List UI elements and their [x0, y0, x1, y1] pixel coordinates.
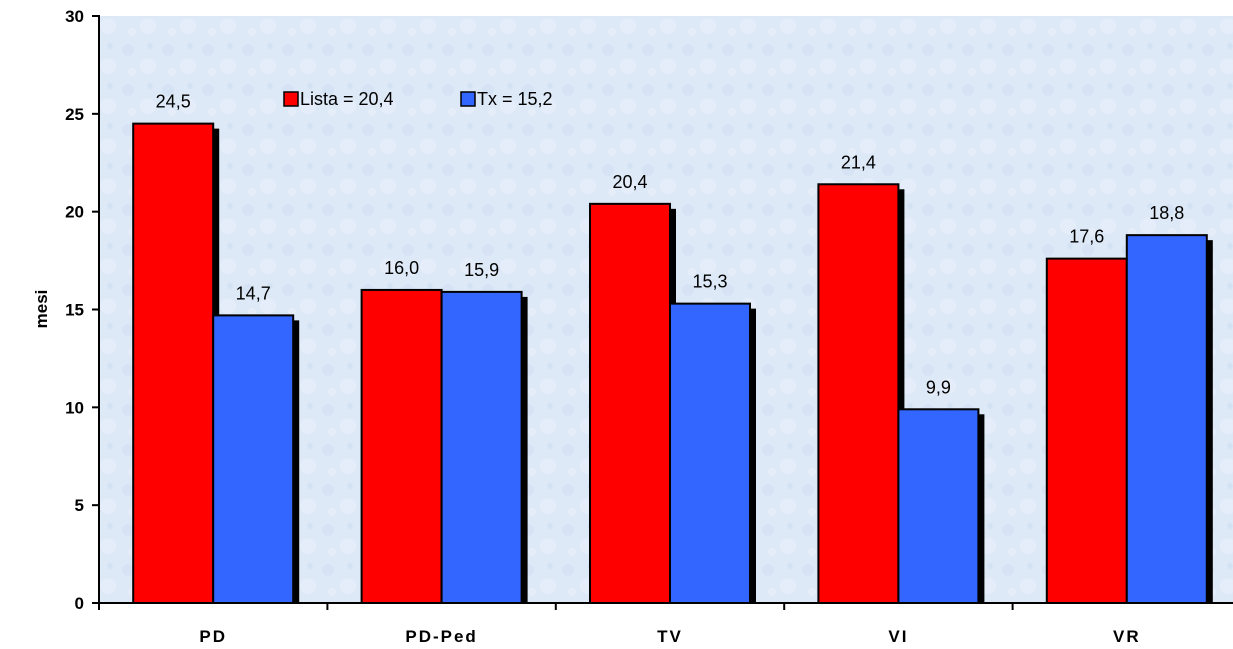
labels-group: 24,5 14,7 PD 16,0 15,9 PD-Ped 20,4 15,3 TV 21,4 9,… — [65, 7, 1184, 646]
legend-swatch-lista — [283, 91, 299, 107]
x-tick-label: VI — [888, 627, 908, 646]
bar-lista — [1045, 257, 1128, 604]
y-tick-label: 20 — [65, 203, 84, 222]
data-label: 21,4 — [841, 152, 876, 172]
y-tick-label: 0 — [75, 594, 84, 613]
data-label: 9,9 — [926, 377, 951, 397]
y-tick-label: 5 — [75, 496, 84, 515]
bar-lista — [132, 122, 215, 604]
y-tick-label: 25 — [65, 105, 84, 124]
axes-group — [92, 15, 1233, 610]
legend-label: Tx = 15,2 — [477, 89, 553, 109]
data-label: 16,0 — [384, 258, 419, 278]
x-tick-label: TV — [657, 627, 683, 646]
x-tick-label: PD — [199, 627, 227, 646]
bar-tx — [1125, 234, 1208, 604]
y-tick-label: 10 — [65, 398, 84, 417]
y-tick-label: 30 — [65, 7, 84, 26]
data-label: 20,4 — [612, 172, 647, 192]
x-tick-label: VR — [1113, 627, 1141, 646]
bar-tx — [212, 314, 295, 604]
legend-label: Lista = 20,4 — [300, 89, 394, 109]
bar-tx — [440, 290, 523, 604]
bars-group — [132, 122, 1213, 605]
data-label: 18,8 — [1149, 203, 1184, 223]
y-tick-label: 15 — [65, 301, 84, 320]
bar-tx — [669, 302, 751, 604]
bar-lista — [817, 183, 900, 604]
data-label: 15,9 — [464, 260, 499, 280]
x-tick-label: PD-Ped — [405, 627, 477, 646]
data-label: 15,3 — [692, 272, 727, 292]
bar-lista — [589, 202, 671, 604]
data-label: 14,7 — [236, 283, 271, 303]
bar-tx — [897, 408, 980, 605]
legend: Lista = 20,4 Tx = 15,2 — [283, 89, 553, 109]
legend-swatch-tx — [460, 91, 476, 107]
data-label: 24,5 — [156, 92, 191, 112]
y-axis-title: mesi — [32, 290, 51, 329]
bar-lista — [360, 288, 443, 604]
data-label: 17,6 — [1069, 227, 1104, 247]
